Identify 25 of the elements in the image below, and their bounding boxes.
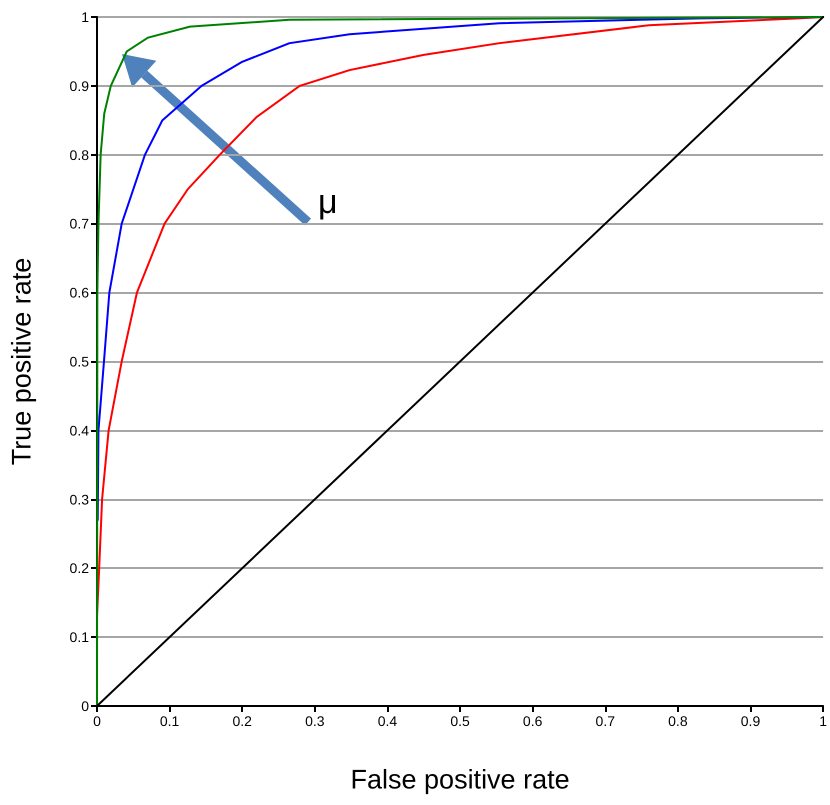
y-tick-label: 0.1 <box>70 629 90 646</box>
y-tick-label: 1 <box>81 9 90 25</box>
y-tick-label: 0.8 <box>70 146 90 163</box>
x-tick-label: 0.5 <box>450 713 470 729</box>
y-axis-title: True positive rate <box>6 258 36 466</box>
y-tick-label: 0.5 <box>70 354 90 370</box>
y-tick-label: 0.6 <box>70 284 90 301</box>
x-tick-label: 0.6 <box>522 713 543 729</box>
y-tick-label: 0 <box>81 698 90 714</box>
y-tick-label: 0.4 <box>70 422 90 438</box>
x-tick-label: 1 <box>819 713 828 729</box>
y-tick-label: 0.3 <box>70 491 90 508</box>
y-tick-label: 0.9 <box>70 78 90 94</box>
y-tick-label: 0.7 <box>70 216 90 232</box>
annotation: μ <box>318 183 338 221</box>
x-tick-label: 0.3 <box>305 713 325 729</box>
x-tick-label: 0.4 <box>378 713 398 729</box>
x-tick-label: 0.2 <box>232 713 252 729</box>
x-tick-label: 0.7 <box>596 713 616 729</box>
y-tick-label: 0.2 <box>70 560 90 576</box>
x-tick-label: 0 <box>93 713 102 729</box>
x-tick-label: 0.9 <box>740 713 760 729</box>
x-tick-label: 0.8 <box>668 713 688 729</box>
x-tick-label: 0.1 <box>160 713 180 729</box>
x-axis-title: False positive rate <box>350 764 570 794</box>
